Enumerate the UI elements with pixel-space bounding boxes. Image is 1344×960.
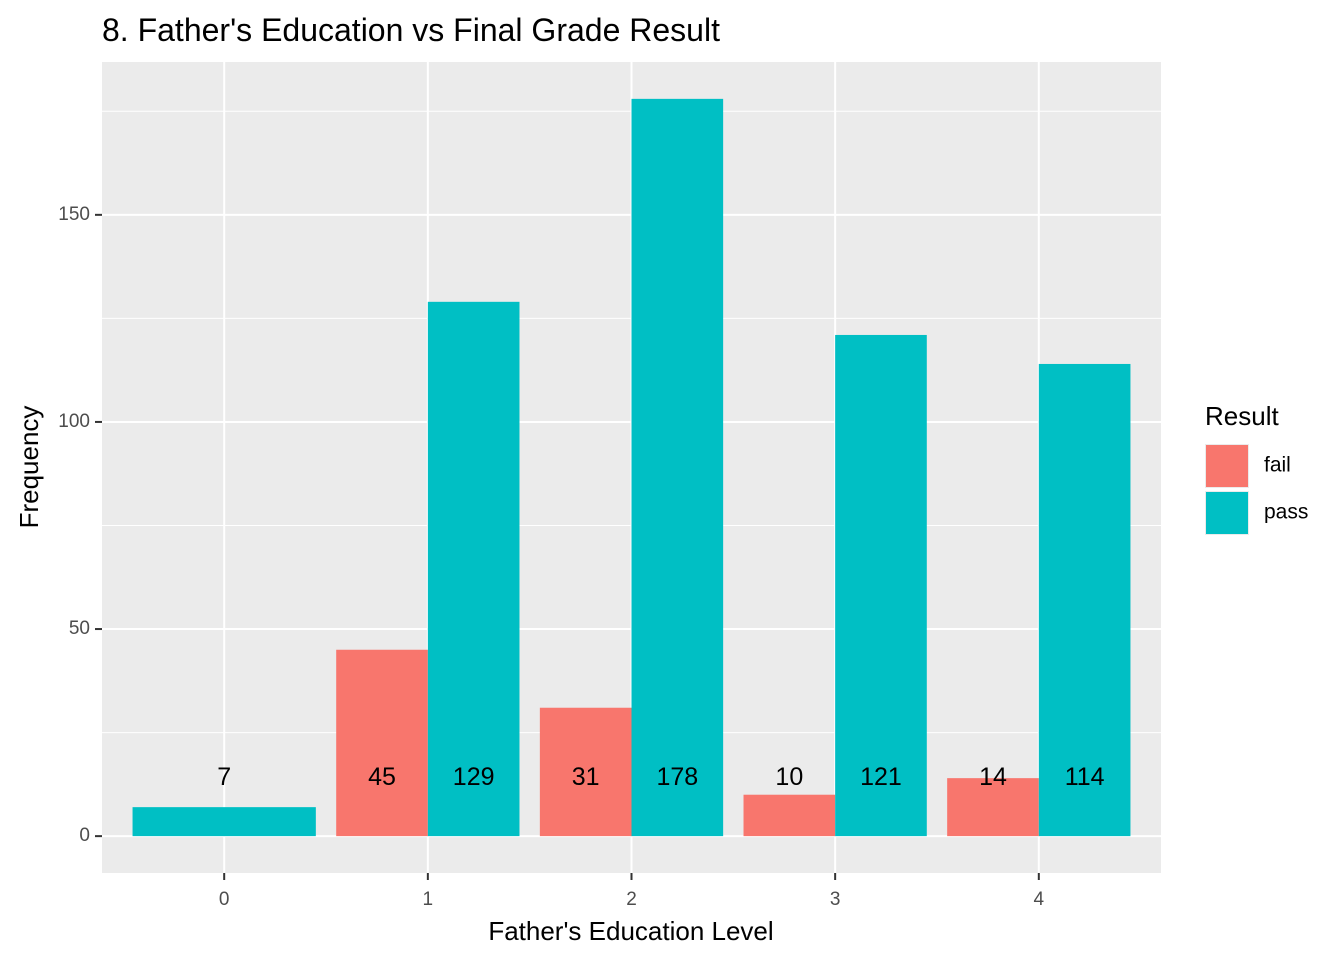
bar-fail: [336, 649, 428, 837]
y-axis-title: Frequency: [14, 406, 44, 529]
bar-pass: [427, 301, 520, 837]
bar-labels: 7 45 129 31 178 10 121 14 114: [217, 763, 1104, 791]
bar-fail: [743, 794, 836, 837]
x-tick-label: 3: [830, 889, 841, 910]
y-tick-label: 0: [79, 825, 90, 846]
bar-fail: [947, 778, 1039, 837]
legend-label-fail: fail: [1264, 454, 1291, 477]
bar-pass: [1038, 363, 1131, 837]
bar-pass: [132, 807, 316, 837]
legend: Result fail pass: [1205, 401, 1308, 535]
y-tick-label: 150: [58, 204, 90, 225]
legend-key-pass: [1206, 492, 1248, 534]
y-tick-label: 100: [58, 411, 90, 432]
bar-fail: [539, 707, 632, 837]
x-tick-label: 1: [423, 889, 434, 910]
x-axis: 0 1 2 3 4: [219, 873, 1045, 910]
x-tick-label: 0: [219, 889, 230, 910]
data-label-pass: 7: [217, 763, 231, 791]
x-axis-title: Father's Education Level: [488, 916, 773, 946]
y-tick-label: 50: [69, 618, 90, 639]
data-label-pass: 114: [1065, 763, 1105, 791]
data-label-fail: 31: [572, 763, 600, 791]
data-label-pass: 129: [453, 763, 495, 791]
legend-title: Result: [1205, 401, 1279, 431]
legend-key-fail: [1206, 445, 1248, 487]
data-label-fail: 45: [368, 763, 396, 791]
data-label-fail: 14: [979, 763, 1007, 791]
chart-title: 8. Father's Education vs Final Grade Res…: [102, 12, 720, 48]
data-label-pass: 121: [860, 763, 902, 791]
x-tick-label: 2: [626, 889, 637, 910]
bars: [132, 98, 1131, 837]
legend-label-pass: pass: [1264, 501, 1308, 524]
bar-pass: [835, 334, 927, 837]
y-axis: 0 50 100 150: [58, 204, 102, 846]
data-label-pass: 178: [656, 763, 698, 791]
data-label-fail: 10: [775, 763, 803, 791]
x-tick-label: 4: [1034, 889, 1045, 910]
bar-pass: [631, 98, 724, 837]
